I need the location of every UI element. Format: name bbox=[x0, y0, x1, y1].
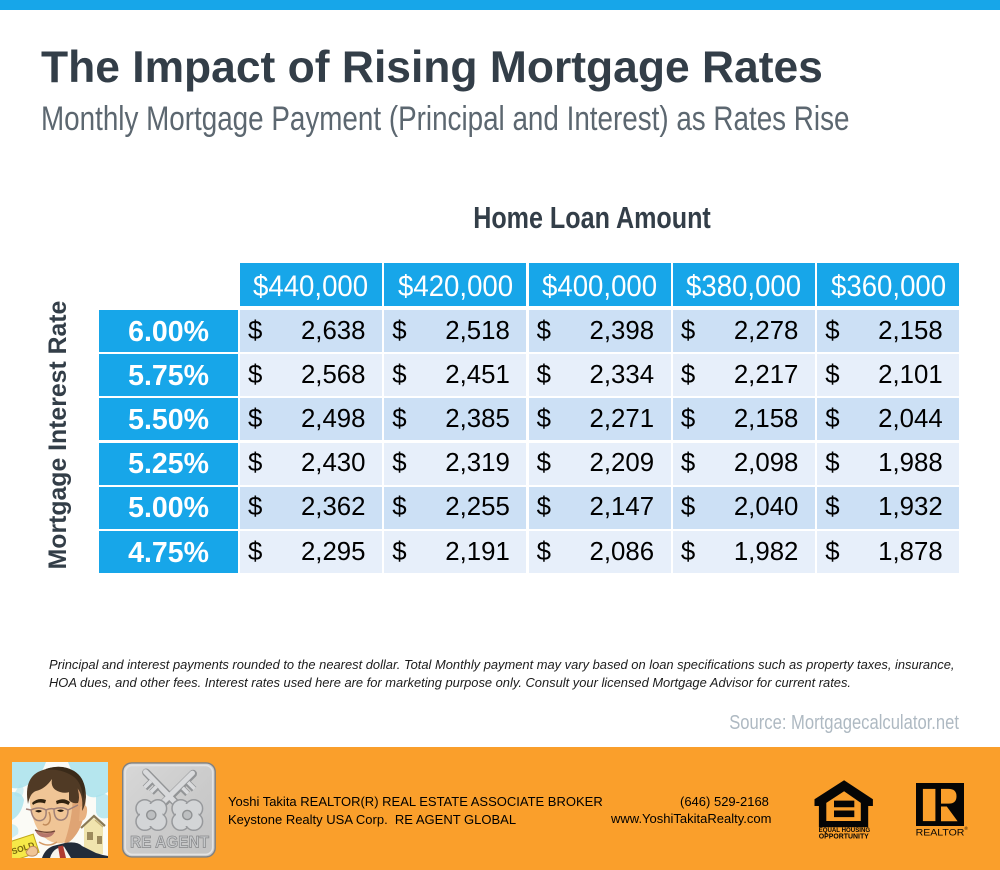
svg-text:OPPORTUNITY: OPPORTUNITY bbox=[819, 832, 869, 841]
svg-text:REALTOR: REALTOR bbox=[916, 828, 965, 838]
svg-text:RE AGENT: RE AGENT bbox=[130, 834, 209, 852]
svg-text:EQUAL HOUSING: EQUAL HOUSING bbox=[819, 827, 871, 834]
svg-text:®: ® bbox=[965, 825, 969, 831]
